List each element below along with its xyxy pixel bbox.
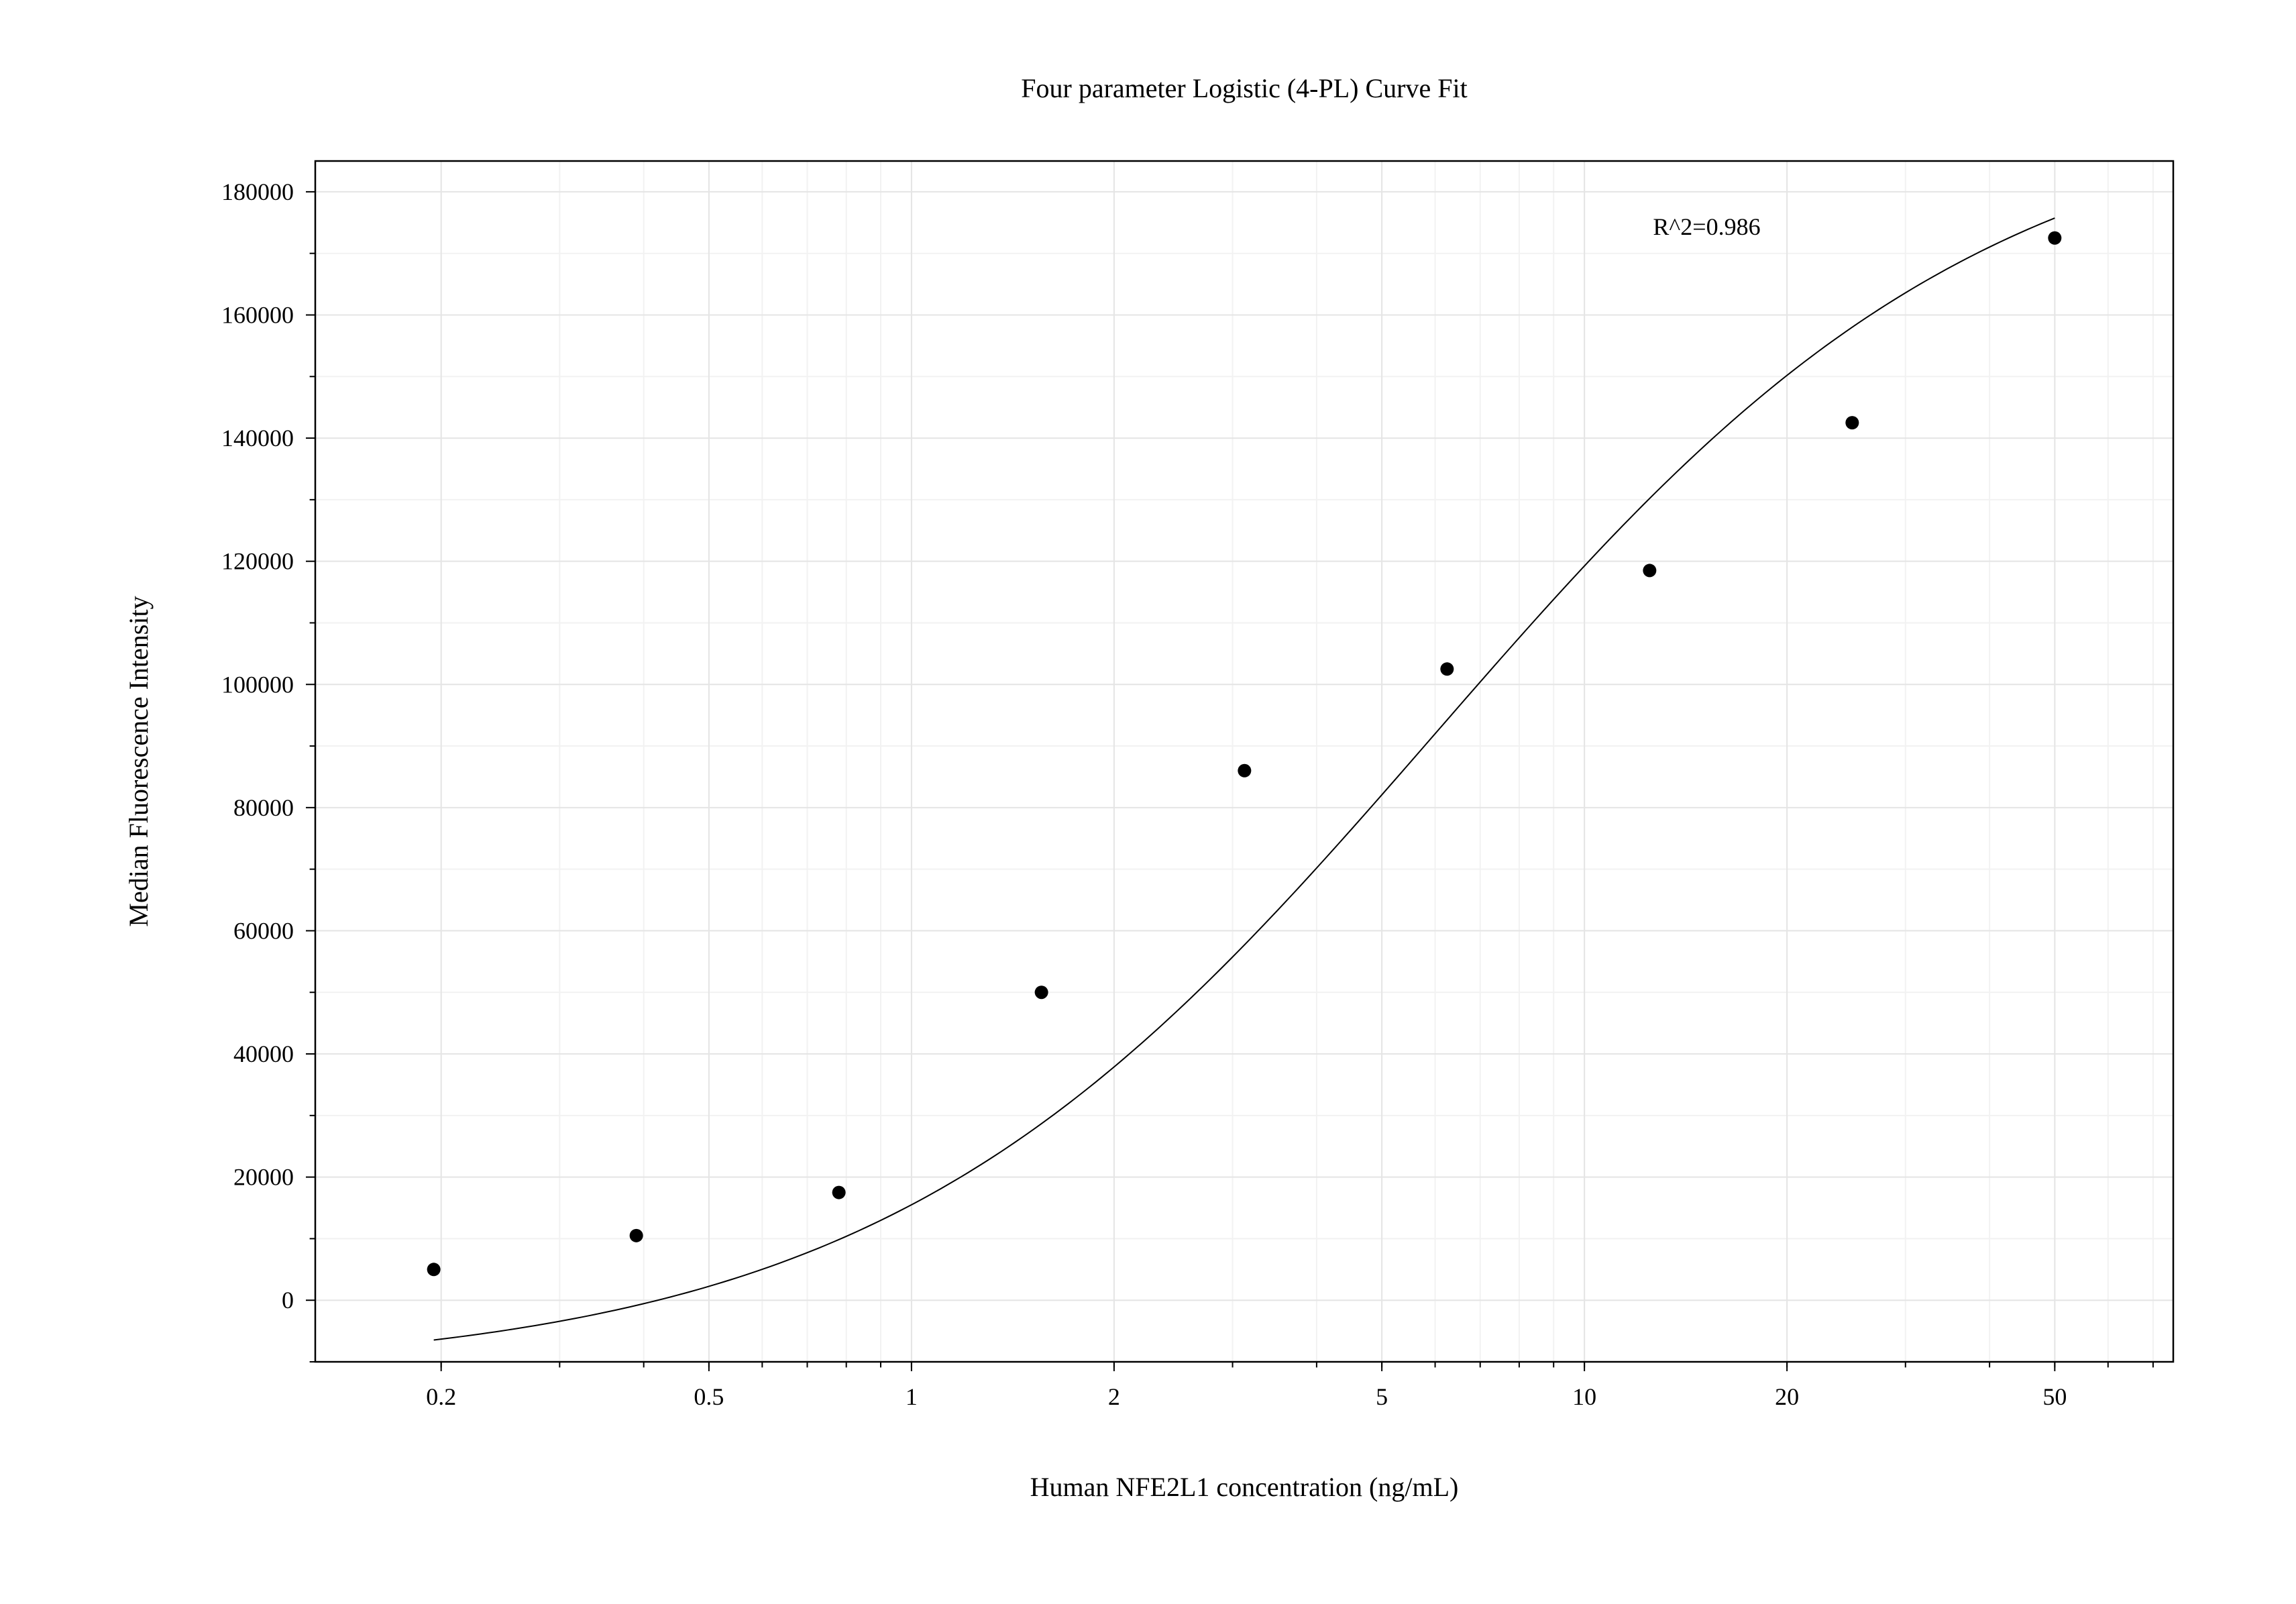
y-tick-label: 180000 <box>221 178 294 205</box>
y-tick-label: 60000 <box>233 917 294 944</box>
y-tick-label: 160000 <box>221 301 294 328</box>
y-tick-label: 80000 <box>233 794 294 821</box>
x-tick-label: 0.2 <box>426 1383 456 1410</box>
data-point <box>1440 662 1454 676</box>
data-point <box>630 1229 643 1242</box>
chart-title: Four parameter Logistic (4-PL) Curve Fit <box>1021 73 1467 103</box>
x-tick-label: 0.5 <box>694 1383 724 1410</box>
x-tick-label: 5 <box>1376 1383 1388 1410</box>
x-axis-title: Human NFE2L1 concentration (ng/mL) <box>1030 1472 1459 1502</box>
data-point <box>1845 416 1859 429</box>
y-tick-label: 140000 <box>221 425 294 451</box>
data-point <box>1238 764 1251 778</box>
y-tick-label: 40000 <box>233 1040 294 1067</box>
data-point <box>832 1186 846 1199</box>
r-squared-annotation: R^2=0.986 <box>1653 213 1760 240</box>
chart-container: 0.2 0.5 1 2 5 10 20 50 0 20000 40000 60000 80000 100… <box>0 0 2296 1604</box>
y-tick-label: 20000 <box>233 1164 294 1191</box>
logistic-curve-chart: 0.2 0.5 1 2 5 10 20 50 0 20000 40000 60000 80000 100… <box>0 0 2296 1604</box>
chart-background <box>0 0 2296 1604</box>
y-tick-label: 100000 <box>221 671 294 698</box>
y-tick-label: 0 <box>282 1287 294 1314</box>
data-point <box>1035 985 1048 999</box>
data-point <box>427 1263 441 1276</box>
data-point <box>2048 231 2061 245</box>
x-tick-label: 20 <box>1775 1383 1799 1410</box>
x-tick-label: 10 <box>1572 1383 1596 1410</box>
x-tick-label: 2 <box>1108 1383 1120 1410</box>
y-axis-title: Median Fluorescence Intensity <box>123 596 154 926</box>
x-tick-label: 1 <box>906 1383 918 1410</box>
y-tick-label: 120000 <box>221 548 294 575</box>
x-tick-label: 50 <box>2042 1383 2067 1410</box>
data-point <box>1643 564 1656 577</box>
